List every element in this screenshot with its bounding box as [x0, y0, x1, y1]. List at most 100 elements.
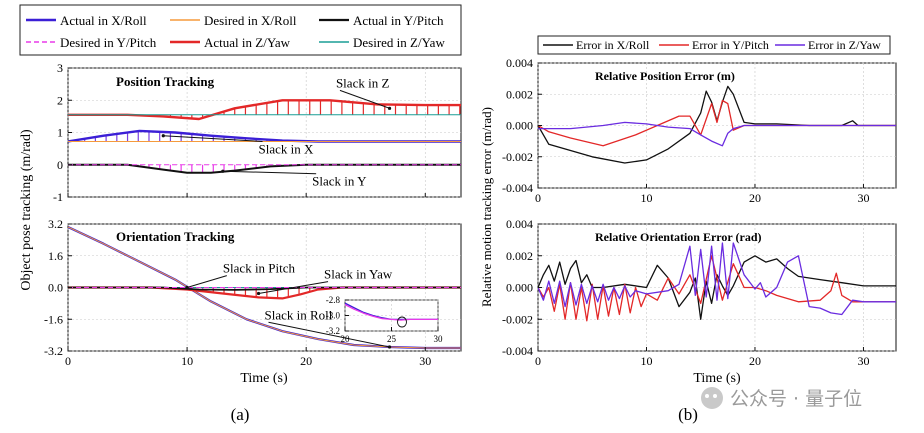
series-group: [538, 85, 896, 164]
orientation-tracking-plot: 0 10 20 30 -3.2 -1.6 0.0 1.6 3.2 Orientation Tra…: [44, 217, 462, 368]
series-line-error-in-x-roll: [538, 85, 896, 164]
series-line-desired-in-x-roll: [345, 304, 438, 321]
annotation-arrow: [163, 135, 263, 142]
y-tick-label: 1.6: [48, 249, 63, 263]
panel-label: (b): [678, 405, 698, 424]
annotation-arrow: [268, 321, 390, 348]
watermark: 公众号 · 量子位: [701, 387, 862, 410]
series-line-error-in-x-roll: [538, 255, 896, 320]
legend-a-entry-0: Actual in X/Roll: [26, 13, 147, 28]
annotation-text: Slack in X: [259, 141, 314, 156]
axis-ticks: 0 10 20 30 -0.004 -0.002 0.000 0.002 0.004: [502, 217, 869, 368]
wechat-icon-eye: [713, 394, 717, 398]
x-tick-label: 30: [434, 334, 444, 344]
legend-a-entry-5: Desired in Z/Yaw: [319, 35, 445, 50]
y-axis-label: Relative motion tracking error (m/rad): [479, 107, 494, 307]
subplot-title: Relative Orientation Error (rad): [595, 230, 762, 244]
series-line-actual-in-y-pitch: [68, 286, 461, 291]
panel-a: Actual in X/Roll Desired in X/Roll Actua…: [19, 4, 462, 424]
legend-a-label: Actual in X/Roll: [60, 13, 147, 28]
y-tick-label: -3.0: [326, 311, 341, 321]
subplot-title: Relative Position Error (m): [595, 69, 735, 83]
panel-b: Error in X/Roll Error in Y/Pitch Error i…: [479, 35, 897, 424]
x-tick-label: 10: [640, 354, 652, 368]
y-tick-label: -0.004: [502, 344, 533, 358]
y-tick-label: 0.0: [48, 281, 63, 295]
series-line-actual-in-z-yaw: [68, 99, 461, 121]
x-tick-label: 20: [749, 191, 761, 205]
annotation-text: Slack in Z: [336, 75, 389, 90]
inset-ticks: 20 25 30 -2.8 -3.0 -3.2: [326, 295, 443, 344]
annotation-arrowhead: [221, 169, 225, 173]
annotation-arrowhead: [256, 291, 261, 296]
wechat-icon-eye: [705, 394, 709, 398]
legend-a-label: Actual in Z/Yaw: [204, 35, 291, 50]
series-group: [538, 242, 896, 322]
y-tick-label: -0.002: [502, 150, 533, 164]
x-tick-label: 0: [535, 191, 541, 205]
series-group: [68, 99, 461, 174]
y-tick-label: 1: [57, 126, 63, 140]
legend-a-entry-1: Desired in X/Roll: [170, 13, 297, 28]
annotation-arrowhead: [185, 285, 189, 290]
x-tick-label: 0: [535, 354, 541, 368]
annotation-arrowhead: [161, 134, 165, 138]
panel-label: (a): [231, 405, 250, 424]
y-tick-label: 0.004: [506, 217, 533, 231]
relative-orientation-error-plot: 0 10 20 30 -0.004 -0.002 0.000 0.002 0.004 Relat…: [502, 217, 897, 368]
wechat-icon: [701, 387, 723, 409]
y-axis-label: Object pose tracking (m/rad): [19, 129, 34, 291]
x-axis-label: Time (s): [693, 371, 741, 386]
legend-b-frame: [537, 35, 891, 55]
legend-b-entry-1: Error in Y/Pitch: [659, 38, 769, 52]
x-tick-label: 30: [419, 354, 431, 368]
annotation-text: Slack in Yaw: [324, 267, 393, 282]
x-tick-label: 25: [387, 334, 397, 344]
grid: [537, 223, 896, 352]
relative-position-error-plot: 0 10 20 30 -0.004 -0.002 0.000 0.002 0.004 Relat…: [502, 56, 897, 205]
annotation-arrowhead: [387, 345, 392, 349]
y-tick-label: 0.002: [506, 87, 533, 101]
legend-a-entry-3: Desired in Y/Pitch: [26, 35, 157, 50]
y-tick-label: -1: [53, 190, 63, 204]
legend-b: Error in X/Roll Error in Y/Pitch Error i…: [537, 35, 891, 55]
legend-a-entry-2: Actual in Y/Pitch: [319, 13, 444, 28]
inset-series: [345, 302, 438, 321]
x-tick-label: 20: [341, 334, 351, 344]
x-tick-label: 10: [640, 191, 652, 205]
annotations: Slack in Z Slack in X Slack in Y: [161, 75, 392, 189]
annotation-arrow: [222, 170, 317, 175]
x-tick-label: 10: [181, 354, 193, 368]
y-tick-label: -0.002: [502, 312, 533, 326]
annotation-text: Slack in Pitch: [223, 261, 296, 276]
y-tick-label: 3.2: [48, 217, 63, 231]
y-tick-label: -1.6: [44, 312, 63, 326]
annotation-arrowhead: [387, 106, 392, 110]
series-line-desired-in-x-roll: [68, 226, 461, 349]
annotation-arrow: [339, 89, 390, 109]
axis-ticks: 0 10 20 30 -3.2 -1.6 0.0 1.6 3.2: [44, 217, 431, 368]
axis-ticks: -1 0 1 2 3: [53, 61, 426, 204]
y-tick-label: -0.004: [502, 181, 533, 195]
series-line-actual-in-y-pitch: [68, 163, 461, 174]
y-tick-label: 0.000: [506, 119, 533, 133]
legend-a-label: Actual in Y/Pitch: [353, 13, 444, 28]
legend-a-label: Desired in Z/Yaw: [353, 35, 445, 50]
subplot-title: Orientation Tracking: [116, 229, 235, 244]
y-tick-label: -3.2: [326, 326, 340, 336]
zoom-marker: [397, 316, 407, 328]
y-tick-label: 2: [57, 93, 63, 107]
series-line-error-in-z-yaw: [538, 121, 896, 147]
legend-b-entry-2: Error in Z/Yaw: [775, 38, 881, 52]
series-line-error-in-y-pitch: [538, 99, 896, 147]
annotations: Slack in Pitch Slack in Yaw Slack in Roll: [185, 261, 393, 349]
legend-a: Actual in X/Roll Desired in X/Roll Actua…: [19, 4, 462, 56]
annotation-arrow: [258, 281, 329, 294]
y-tick-label: 0.000: [506, 281, 533, 295]
x-tick-label: 20: [749, 354, 761, 368]
series-group: [68, 226, 461, 350]
legend-b-label: Error in Y/Pitch: [692, 38, 769, 52]
legend-a-entry-4: Actual in Z/Yaw: [170, 35, 291, 50]
x-tick-label: 20: [300, 354, 312, 368]
